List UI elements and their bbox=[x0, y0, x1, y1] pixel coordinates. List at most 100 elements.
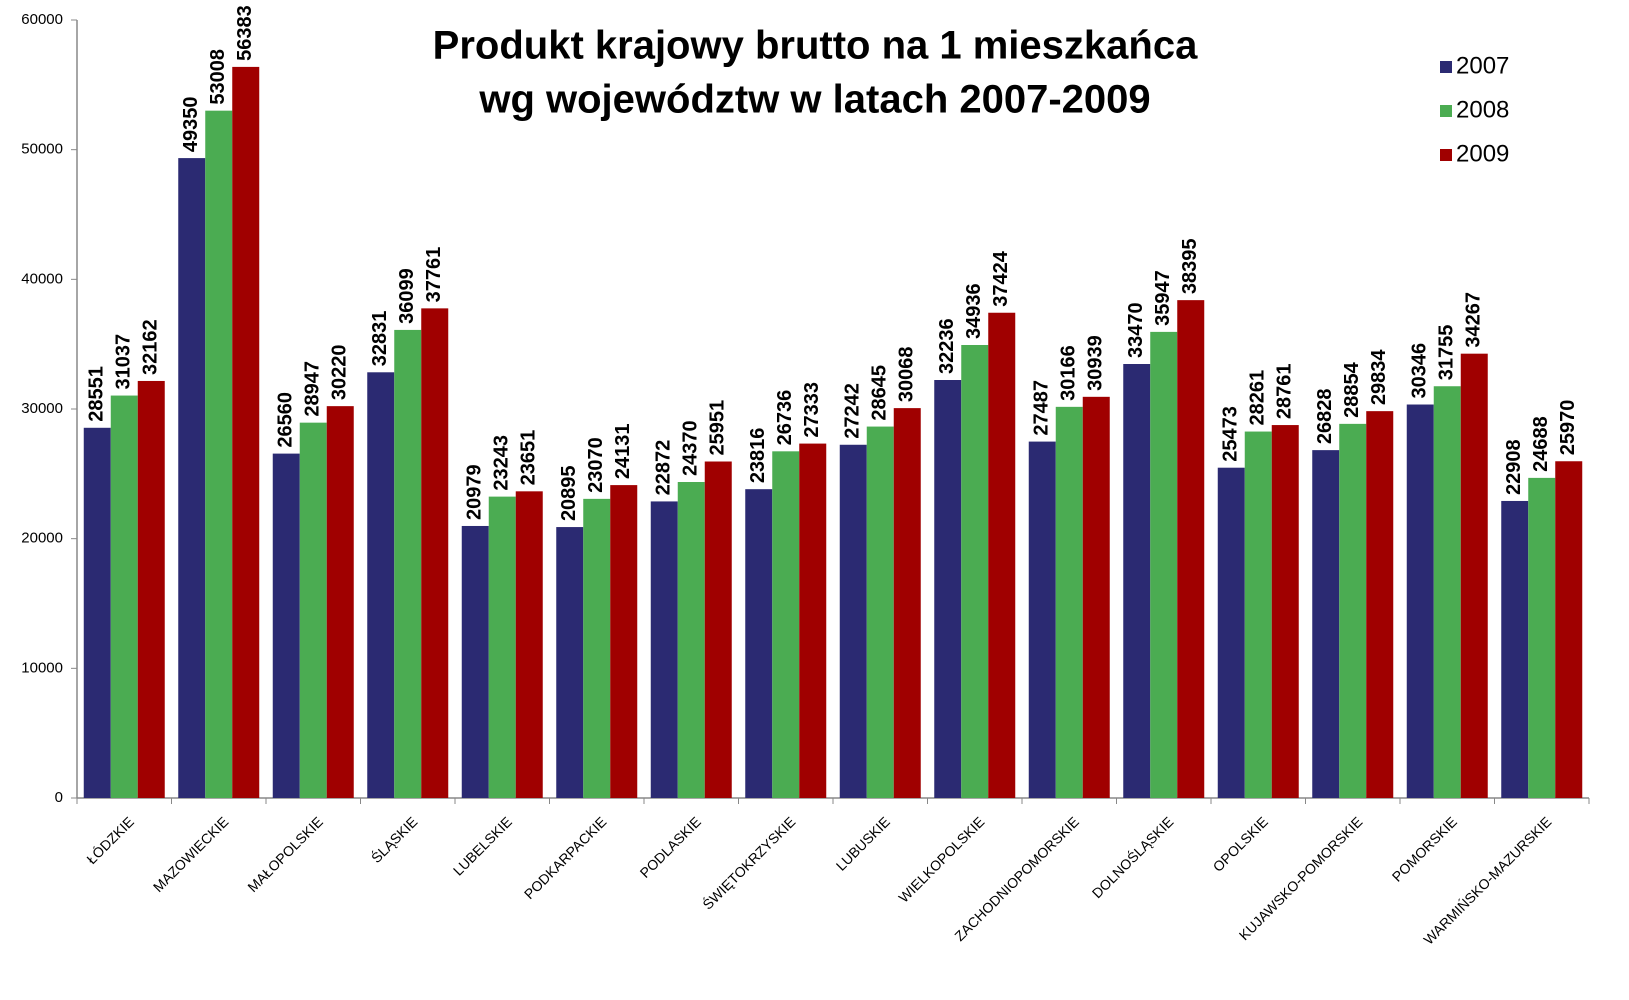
y-tick-label: 40000 bbox=[21, 270, 63, 287]
y-tick-label: 60000 bbox=[21, 11, 63, 28]
bar bbox=[704, 461, 732, 798]
bar bbox=[326, 406, 354, 798]
value-label: 26560 bbox=[275, 392, 297, 448]
value-label: 33470 bbox=[1125, 302, 1147, 358]
x-tick-label: LUBUSKIE bbox=[833, 813, 893, 873]
value-label: 27487 bbox=[1031, 380, 1053, 436]
y-tick-label: 10000 bbox=[21, 659, 63, 676]
bar bbox=[583, 498, 611, 798]
value-label: 38395 bbox=[1179, 239, 1201, 295]
x-tick-label: POMORSKIE bbox=[1389, 813, 1460, 884]
bar bbox=[1150, 331, 1178, 798]
x-tick-label: OPOLSKIE bbox=[1210, 813, 1271, 874]
value-label: 22908 bbox=[1503, 439, 1525, 495]
x-tick-label: PODLASKIE bbox=[637, 813, 704, 880]
value-label: 49350 bbox=[180, 96, 202, 152]
bar bbox=[394, 329, 422, 798]
value-label: 23651 bbox=[518, 430, 540, 486]
x-tick-label: MAZOWIECKIE bbox=[150, 813, 232, 895]
bar bbox=[745, 489, 773, 798]
value-label: 20895 bbox=[558, 465, 580, 521]
bar bbox=[1312, 450, 1340, 798]
bar bbox=[1082, 396, 1110, 798]
bar bbox=[1528, 477, 1556, 798]
bar bbox=[421, 308, 449, 798]
value-label: 26736 bbox=[774, 390, 796, 446]
bar bbox=[961, 344, 989, 798]
bar bbox=[1339, 423, 1367, 798]
value-label: 32831 bbox=[369, 311, 391, 367]
value-label: 37424 bbox=[990, 250, 1012, 306]
value-label: 23070 bbox=[585, 437, 607, 493]
value-label: 24131 bbox=[612, 423, 634, 479]
value-label: 53008 bbox=[207, 49, 229, 105]
value-label: 28947 bbox=[302, 361, 324, 417]
value-label: 28761 bbox=[1274, 363, 1296, 419]
value-label: 35947 bbox=[1152, 270, 1174, 326]
x-tick-label: ŚWIĘTOKRZYSKIE bbox=[699, 813, 799, 913]
value-label: 28551 bbox=[86, 366, 108, 422]
bar bbox=[650, 501, 678, 798]
bar bbox=[677, 482, 705, 798]
value-label: 30346 bbox=[1409, 343, 1431, 399]
bar bbox=[610, 485, 638, 798]
legend-label: 2008 bbox=[1456, 96, 1509, 123]
x-tick-label: WIELKOPOLSKIE bbox=[895, 813, 987, 905]
bar bbox=[866, 426, 894, 798]
bar bbox=[1244, 431, 1272, 798]
chart-title: wg województw w latach 2007-2009 bbox=[478, 78, 1150, 122]
value-label: 23816 bbox=[747, 428, 769, 484]
bar bbox=[934, 380, 962, 798]
bar bbox=[1028, 441, 1056, 798]
value-label: 24688 bbox=[1530, 416, 1552, 472]
value-label: 25970 bbox=[1557, 400, 1579, 456]
bar bbox=[799, 443, 827, 798]
value-label: 23243 bbox=[491, 435, 513, 491]
bar bbox=[488, 496, 516, 798]
value-label: 30166 bbox=[1058, 345, 1080, 401]
x-tick-label: LUBELSKIE bbox=[450, 813, 515, 878]
value-label: 20979 bbox=[464, 464, 486, 520]
bar bbox=[1406, 404, 1434, 798]
bar bbox=[1433, 386, 1461, 798]
bar bbox=[1177, 300, 1205, 798]
value-label: 30939 bbox=[1085, 335, 1107, 391]
bar bbox=[839, 444, 867, 798]
x-tick-label: DOLNOŚLĄSKIE bbox=[1088, 813, 1176, 901]
value-label: 27242 bbox=[842, 383, 864, 439]
bar bbox=[1501, 500, 1529, 798]
value-label: 37761 bbox=[423, 247, 445, 303]
bar bbox=[1123, 364, 1151, 798]
bar bbox=[461, 525, 489, 798]
bar bbox=[515, 491, 543, 798]
value-label: 31037 bbox=[113, 334, 135, 390]
y-tick-label: 30000 bbox=[21, 400, 63, 417]
legend-label: 2007 bbox=[1456, 52, 1509, 79]
legend-swatch bbox=[1440, 149, 1452, 161]
bar bbox=[272, 453, 300, 798]
bar bbox=[556, 527, 584, 798]
chart-title: Produkt krajowy brutto na 1 mieszkańca bbox=[433, 24, 1198, 68]
value-label: 34936 bbox=[963, 283, 985, 339]
value-label: 32236 bbox=[936, 318, 958, 374]
bar bbox=[83, 427, 111, 798]
value-label: 30068 bbox=[896, 346, 918, 402]
legend-swatch bbox=[1440, 105, 1452, 117]
x-tick-label: ŁÓDZKIE bbox=[83, 813, 137, 867]
value-label: 28261 bbox=[1247, 370, 1269, 426]
bar bbox=[367, 372, 395, 798]
value-label: 25951 bbox=[707, 400, 729, 456]
bar bbox=[299, 422, 327, 798]
x-tick-label: ŚLĄSKIE bbox=[367, 813, 420, 866]
value-label: 29834 bbox=[1368, 349, 1390, 405]
x-tick-label: MAŁOPOLSKIE bbox=[244, 813, 326, 895]
value-label: 22872 bbox=[653, 440, 675, 496]
bar bbox=[1217, 467, 1245, 798]
bar bbox=[772, 451, 800, 798]
value-label: 36099 bbox=[396, 268, 418, 324]
bar bbox=[893, 408, 921, 798]
y-tick-label: 0 bbox=[55, 789, 63, 806]
bar bbox=[205, 110, 233, 798]
value-label: 27333 bbox=[801, 382, 823, 438]
